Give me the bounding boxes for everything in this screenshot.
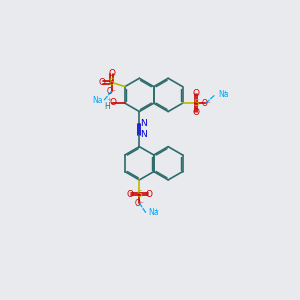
Text: O: O xyxy=(193,108,200,117)
Text: Na: Na xyxy=(92,96,102,105)
Text: O: O xyxy=(145,190,152,199)
Text: Na: Na xyxy=(148,208,159,217)
Text: S: S xyxy=(136,190,142,199)
Text: Na: Na xyxy=(218,90,229,99)
Text: O⁻: O⁻ xyxy=(106,87,116,96)
Text: O: O xyxy=(110,98,117,107)
Text: S: S xyxy=(109,78,114,87)
Text: O: O xyxy=(193,89,200,98)
Text: +: + xyxy=(222,90,228,95)
Text: O: O xyxy=(99,78,106,87)
Text: H: H xyxy=(104,102,110,111)
Text: N: N xyxy=(140,119,147,128)
Text: O⁻: O⁻ xyxy=(134,199,144,208)
Text: O⁻: O⁻ xyxy=(201,99,211,108)
Text: S: S xyxy=(193,99,199,108)
Text: +: + xyxy=(106,97,111,102)
Text: O: O xyxy=(126,190,134,199)
Text: +: + xyxy=(153,208,158,213)
Text: O: O xyxy=(108,69,115,78)
Text: N: N xyxy=(140,130,147,139)
